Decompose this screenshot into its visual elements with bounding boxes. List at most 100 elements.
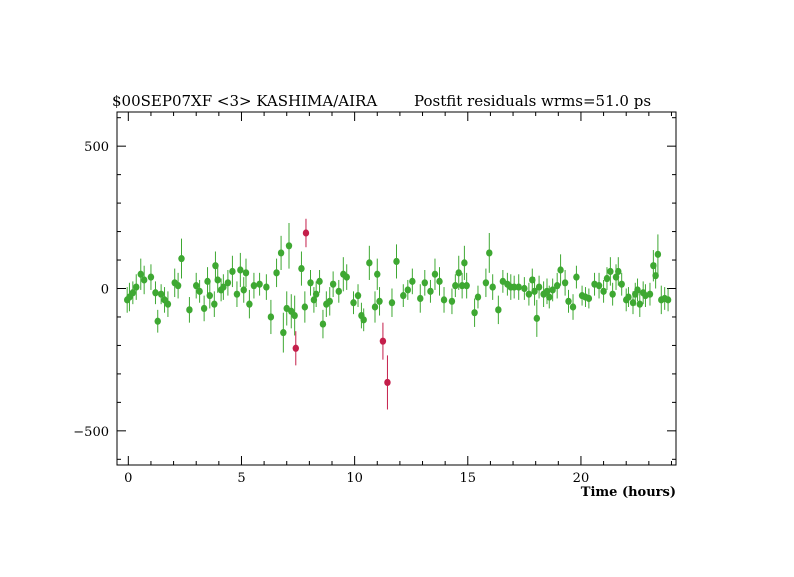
y-tick-label: −500 (73, 425, 109, 440)
data-point (607, 267, 614, 276)
data-point (240, 286, 247, 294)
data-point (212, 262, 219, 270)
data-point (427, 287, 434, 295)
data-point (529, 276, 536, 284)
data-point (510, 283, 518, 291)
data-point (452, 282, 459, 290)
data-point (310, 296, 318, 304)
data-point (204, 277, 211, 285)
data-point (455, 269, 462, 277)
data-point (595, 282, 603, 290)
data-point (565, 297, 572, 305)
data-point (285, 242, 293, 250)
data-point (343, 273, 350, 281)
data-point (521, 284, 528, 293)
data-point (436, 277, 443, 285)
data-point (646, 290, 654, 298)
series-outlier-points (292, 218, 391, 410)
y-tick-label: 500 (84, 140, 109, 155)
data-point (277, 249, 285, 257)
data-point (609, 290, 616, 298)
data-point (409, 277, 416, 285)
data-point (250, 282, 258, 290)
data-point (329, 280, 337, 288)
x-tick-label: 0 (124, 471, 132, 486)
data-point (515, 283, 522, 291)
data-point (486, 249, 493, 257)
data-point (634, 286, 641, 294)
data-point (326, 297, 333, 305)
data-point (546, 293, 553, 301)
data-point (525, 290, 533, 298)
data-point (495, 306, 502, 314)
data-point (612, 273, 620, 281)
data-point (291, 311, 298, 320)
data-point (543, 287, 551, 295)
axis-ticks (117, 112, 676, 465)
data-point (461, 259, 468, 267)
data-point (316, 277, 323, 285)
data-point (489, 283, 496, 291)
data-point (229, 267, 236, 276)
data-point (585, 294, 593, 303)
data-point (133, 283, 140, 291)
data-point (200, 304, 208, 313)
data-point (237, 266, 244, 274)
series-good-points (123, 223, 672, 353)
data-point (129, 289, 137, 297)
data-point (471, 309, 478, 317)
data-point (400, 292, 407, 300)
data-point (535, 283, 543, 291)
data-point (366, 259, 373, 267)
data-point (307, 279, 314, 287)
data-point (650, 262, 657, 270)
data-point (458, 282, 466, 290)
data-point (374, 270, 381, 278)
data-point (421, 279, 428, 287)
data-point (298, 264, 305, 273)
data-point (354, 292, 362, 300)
data-point (652, 272, 659, 280)
data-point (371, 303, 379, 311)
data-point (152, 289, 159, 297)
data-point (569, 303, 577, 311)
data-point (463, 282, 470, 290)
data-point (157, 290, 165, 298)
data-point (654, 250, 662, 258)
data-point (220, 283, 227, 291)
data-point (379, 337, 387, 345)
data-point (360, 316, 367, 324)
data-point (319, 320, 327, 328)
data-point (636, 300, 643, 308)
data-point (263, 283, 270, 291)
data-point (482, 279, 490, 287)
data-point (193, 282, 200, 290)
data-point (350, 299, 357, 307)
data-point (211, 300, 218, 308)
data-point (256, 280, 263, 288)
data-point (448, 297, 456, 305)
data-point (404, 286, 412, 294)
chart-title-left: $00SEP07XF <3> KASHIMA/AIRA (112, 92, 377, 110)
data-point (140, 276, 148, 284)
data-point (312, 290, 320, 298)
data-point (186, 306, 193, 314)
data-point (557, 266, 564, 274)
data-point (137, 270, 144, 278)
data-point (561, 279, 569, 287)
data-point (388, 299, 396, 307)
data-point (154, 317, 161, 325)
data-point (273, 269, 280, 277)
data-point (233, 290, 241, 298)
data-point (335, 287, 342, 295)
data-point (664, 296, 672, 304)
data-point (417, 294, 424, 303)
data-point (242, 269, 250, 277)
data-point (625, 293, 632, 301)
x-axis-label: Time (hours) (581, 485, 676, 500)
data-point (629, 299, 637, 307)
data-point (431, 270, 439, 278)
data-point (206, 292, 213, 300)
data-point (573, 273, 580, 281)
x-tick-label: 5 (237, 471, 245, 486)
